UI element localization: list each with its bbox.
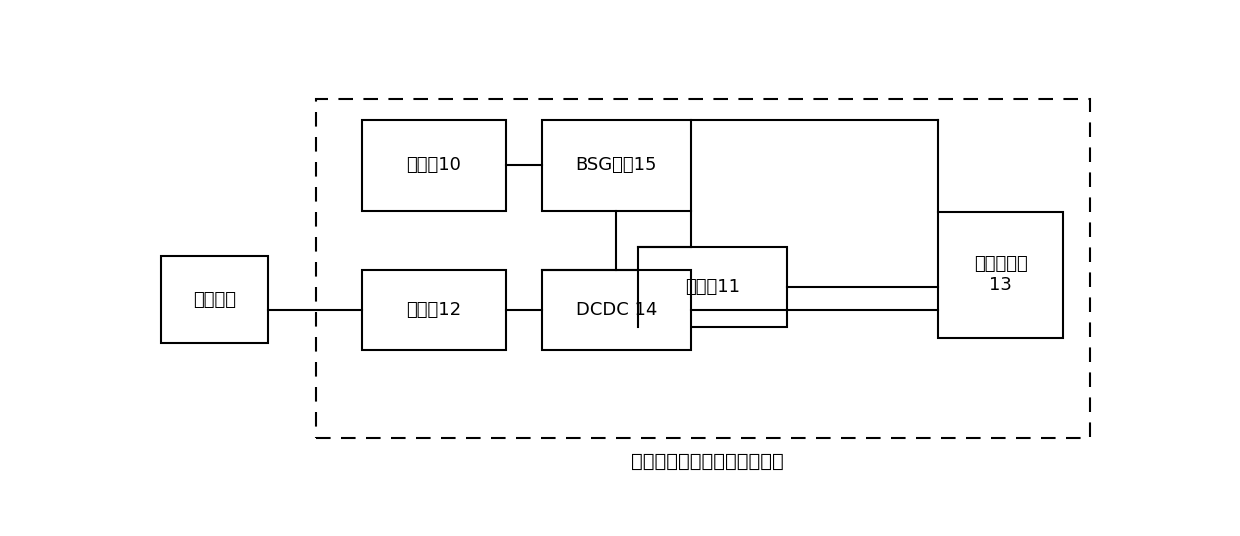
Text: 混合动力汽车自发电跛行系统: 混合动力汽车自发电跛行系统 — [631, 452, 784, 471]
Bar — [161, 256, 268, 343]
Text: 整车负载: 整车负载 — [193, 291, 236, 309]
Text: 发动机10: 发动机10 — [407, 157, 461, 174]
Bar — [939, 212, 1063, 338]
Text: DCDC 14: DCDC 14 — [575, 301, 657, 319]
Bar — [542, 270, 691, 350]
Bar — [637, 247, 787, 327]
Bar — [362, 270, 506, 350]
Bar — [542, 120, 691, 211]
Text: 动力电池包
13: 动力电池包 13 — [973, 256, 1028, 294]
Text: 蓄电池12: 蓄电池12 — [407, 301, 461, 319]
Text: BSG电机15: BSG电机15 — [575, 157, 657, 174]
Bar — [316, 99, 1090, 438]
Text: 控制器11: 控制器11 — [684, 278, 740, 296]
Bar — [362, 120, 506, 211]
